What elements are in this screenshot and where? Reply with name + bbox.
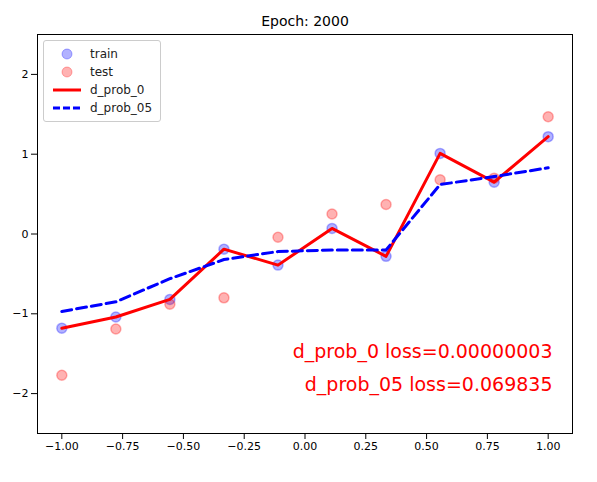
svg-text:−0.75: −0.75 [106,440,140,453]
svg-text:−1: −1 [12,307,28,320]
html-text:d_prob_0: d_prob_0 [90,83,145,97]
html-text:train: train [90,47,118,61]
svg-text:−1.00: −1.00 [45,440,79,453]
svg-text:1.00: 1.00 [536,440,561,453]
svg-text:0.00: 0.00 [293,440,318,453]
svg-text:Epoch: 2000: Epoch: 2000 [261,13,349,29]
html-text:test: test [90,65,113,79]
svg-text:1: 1 [22,148,29,161]
svg-text:0: 0 [22,228,29,241]
svg-text:0.25: 0.25 [354,440,379,453]
svg-text:d_prob_0 loss=0.00000003: d_prob_0 loss=0.00000003 [293,340,553,363]
svg-text:2: 2 [22,68,29,81]
svg-text:−2: −2 [12,387,28,400]
svg-text:0.75: 0.75 [475,440,500,453]
html-text:d_prob_05: d_prob_05 [90,101,153,115]
svg-text:d_prob_05 loss=0.069835: d_prob_05 loss=0.069835 [305,373,553,396]
svg-text:−0.50: −0.50 [167,440,201,453]
svg-text:−0.25: −0.25 [227,440,261,453]
svg-text:0.50: 0.50 [414,440,439,453]
